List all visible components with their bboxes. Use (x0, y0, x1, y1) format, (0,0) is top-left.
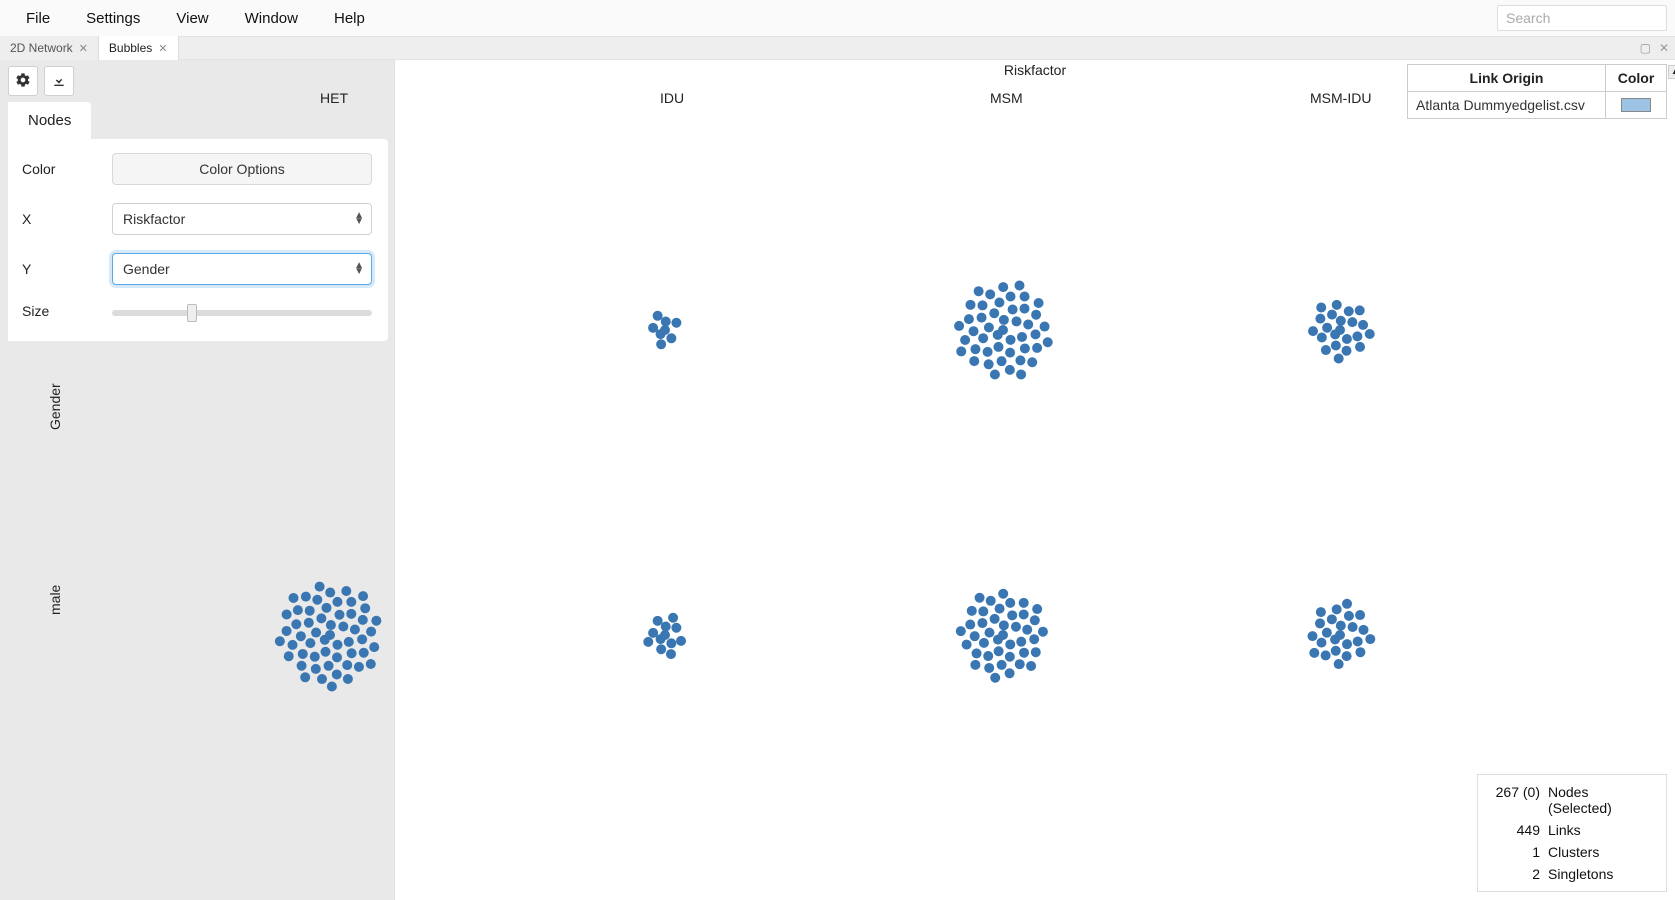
panel-tab-nodes[interactable]: Nodes (8, 102, 91, 139)
stats-clusters-num: 1 (1488, 844, 1548, 860)
close-icon[interactable]: ✕ (1659, 41, 1669, 55)
legend-row-label: Atlanta Dummyedgelist.csv (1408, 92, 1606, 118)
menu-view[interactable]: View (158, 4, 226, 33)
col-head-msm-idu: MSM-IDU (1310, 90, 1371, 106)
window-controls: ▢ ✕ (1640, 41, 1669, 55)
label-y: Y (22, 261, 112, 277)
close-icon[interactable]: ✕ (79, 42, 88, 55)
bubble-cluster[interactable] (643, 308, 687, 355)
legend-scroll-up[interactable]: ▲ (1668, 65, 1675, 79)
menu-settings[interactable]: Settings (68, 4, 158, 33)
sidebar: Nodes Color Color Options X ▲▼ Y (0, 60, 395, 900)
x-axis-title: Riskfactor (1004, 62, 1066, 78)
maximize-icon[interactable]: ▢ (1640, 41, 1651, 55)
col-head-het: HET (320, 90, 348, 106)
bubble-cluster[interactable] (949, 276, 1057, 387)
legend-row: Atlanta Dummyedgelist.csv (1408, 92, 1666, 118)
menu-window[interactable]: Window (227, 4, 316, 33)
stats-nodes-num: 267 (0) (1488, 784, 1548, 816)
gear-icon (15, 72, 31, 91)
bubbles-canvas: Riskfactor Gender HETIDUMSMMSM-IDU male … (395, 60, 1675, 900)
bubble-cluster[interactable] (272, 577, 388, 696)
stats-singletons-lbl: Singletons (1548, 866, 1656, 882)
tab-bubbles[interactable]: Bubbles ✕ (99, 36, 179, 60)
x-axis-select[interactable] (112, 203, 372, 235)
download-icon (51, 72, 67, 91)
tab-label: 2D Network (10, 41, 73, 55)
y-axis-title: Gender (47, 383, 63, 430)
bubble-cluster[interactable] (1302, 597, 1378, 676)
legend-swatch[interactable] (1621, 98, 1651, 112)
row-head-male: male (47, 585, 63, 615)
label-x: X (22, 211, 112, 227)
legend-head-color: Color (1606, 65, 1666, 91)
color-options-button[interactable]: Color Options (112, 153, 372, 185)
menubar: File Settings View Window Help (0, 0, 1675, 36)
stats-links-lbl: Links (1548, 822, 1656, 838)
tab-2d-network[interactable]: 2D Network ✕ (0, 36, 99, 60)
label-color: Color (22, 161, 112, 177)
size-slider[interactable] (112, 310, 372, 316)
col-head-msm: MSM (990, 90, 1023, 106)
tab-strip: 2D Network ✕ Bubbles ✕ ▢ ✕ (0, 36, 1675, 60)
label-size: Size (22, 303, 112, 319)
download-button[interactable] (44, 66, 74, 96)
tab-label: Bubbles (109, 41, 152, 55)
menu-file[interactable]: File (8, 4, 68, 33)
legend-head-origin: Link Origin (1408, 65, 1606, 91)
col-head-idu: IDU (660, 90, 684, 106)
stats-links-num: 449 (1488, 822, 1548, 838)
stats-nodes-lbl: Nodes (Selected) (1548, 784, 1656, 816)
main-region: Nodes Color Color Options X ▲▼ Y (0, 60, 1675, 900)
nodes-panel: Color Color Options X ▲▼ Y (8, 139, 388, 341)
close-icon[interactable]: ✕ (158, 42, 167, 55)
menu-help[interactable]: Help (316, 4, 383, 33)
settings-button[interactable] (8, 66, 38, 96)
y-axis-select[interactable] (112, 253, 372, 285)
bubble-cluster[interactable] (1304, 294, 1376, 369)
legend-panel: ▲ Link Origin Color Atlanta Dummyedgelis… (1407, 64, 1667, 119)
stats-panel: 267 (0)Nodes (Selected) 449Links 1Cluste… (1477, 774, 1667, 892)
bubble-cluster[interactable] (639, 609, 691, 664)
bubble-cluster[interactable] (953, 585, 1053, 688)
search-input[interactable] (1497, 5, 1667, 31)
stats-clusters-lbl: Clusters (1548, 844, 1656, 860)
stats-singletons-num: 2 (1488, 866, 1548, 882)
